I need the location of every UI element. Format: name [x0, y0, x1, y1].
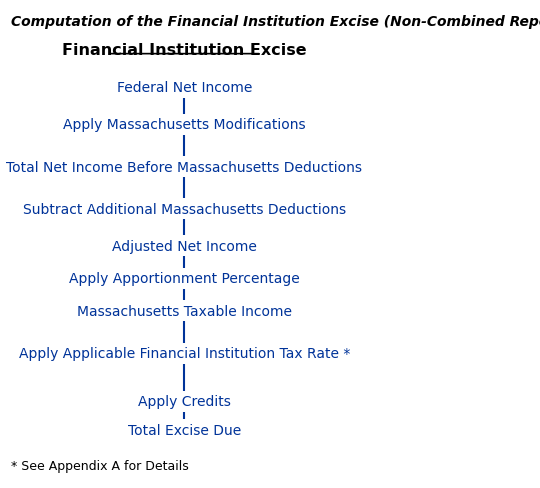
Text: Apply Massachusetts Modifications: Apply Massachusetts Modifications — [63, 118, 306, 132]
Text: Total Net Income Before Massachusetts Deductions: Total Net Income Before Massachusetts De… — [6, 160, 362, 174]
Text: Total Excise Due: Total Excise Due — [127, 423, 241, 437]
Text: Subtract Additional Massachusetts Deductions: Subtract Additional Massachusetts Deduct… — [23, 203, 346, 217]
Text: Adjusted Net Income: Adjusted Net Income — [112, 240, 256, 253]
Text: Federal Net Income: Federal Net Income — [117, 81, 252, 95]
Text: Massachusetts Taxable Income: Massachusetts Taxable Income — [77, 304, 292, 318]
Text: Computation of the Financial Institution Excise (Non-Combined Reporting): Computation of the Financial Institution… — [11, 15, 540, 29]
Text: Apply Apportionment Percentage: Apply Apportionment Percentage — [69, 271, 300, 285]
Text: * See Appendix A for Details: * See Appendix A for Details — [11, 459, 189, 472]
Text: Apply Credits: Apply Credits — [138, 394, 231, 408]
Text: Apply Applicable Financial Institution Tax Rate *: Apply Applicable Financial Institution T… — [18, 346, 350, 360]
Text: Financial Institution Excise: Financial Institution Excise — [62, 42, 307, 58]
